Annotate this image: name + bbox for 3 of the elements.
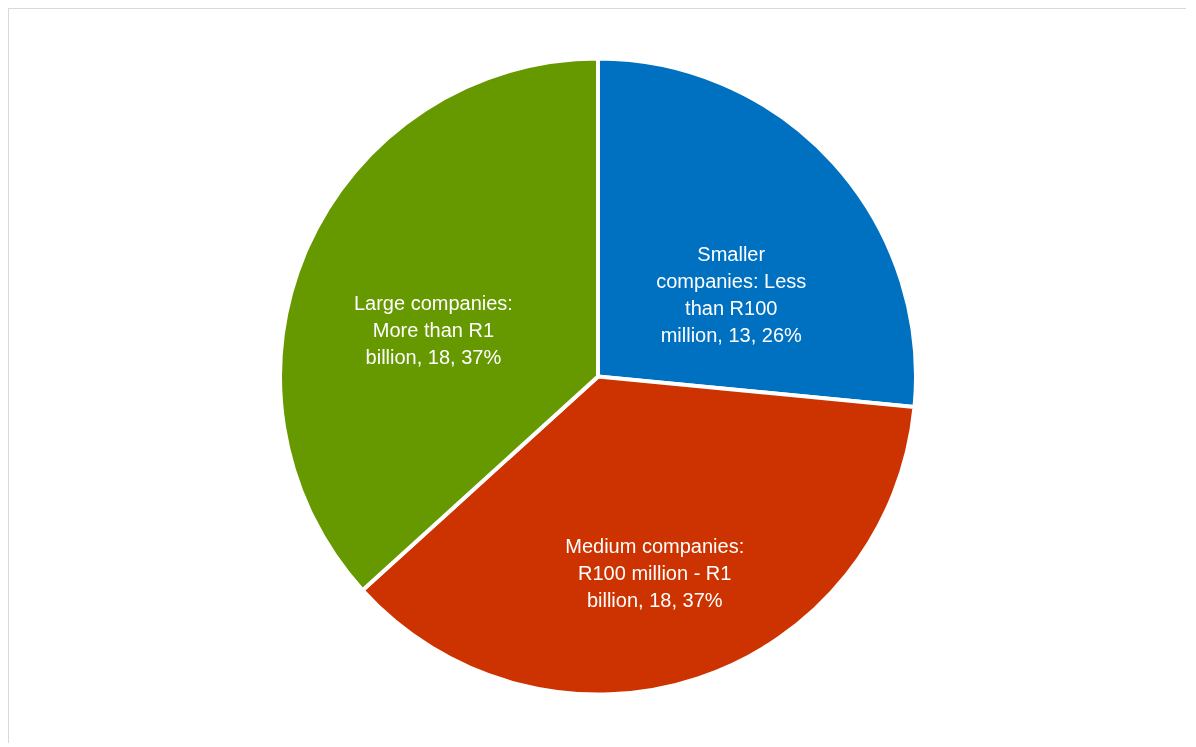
slice-label: Medium companies: R100 million - R1 billion, 18, 37% [565, 535, 745, 612]
slice-label: Large companies: More than R1 billion, 18, 37% [353, 291, 513, 368]
slice-label: Smaller companies: Less than R100 million, 13, 26% [656, 243, 807, 347]
